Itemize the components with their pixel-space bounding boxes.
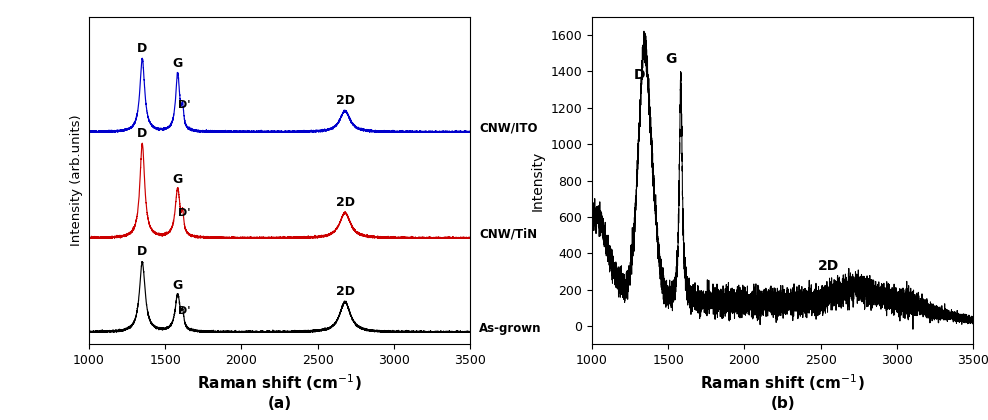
Text: (a): (a) — [268, 396, 291, 411]
X-axis label: Raman shift (cm$^{-1}$): Raman shift (cm$^{-1}$) — [700, 373, 864, 394]
Text: As-grown: As-grown — [479, 322, 541, 334]
Text: 2D: 2D — [336, 196, 355, 209]
X-axis label: Raman shift (cm$^{-1}$): Raman shift (cm$^{-1}$) — [198, 373, 362, 394]
Text: D': D' — [178, 207, 191, 218]
Text: D: D — [137, 127, 147, 140]
Text: CNW/TiN: CNW/TiN — [479, 228, 537, 241]
Text: G: G — [666, 52, 677, 66]
Text: 2D: 2D — [336, 94, 355, 107]
Y-axis label: Intensity: Intensity — [531, 150, 544, 211]
Text: (b): (b) — [771, 396, 795, 411]
Text: 2D: 2D — [818, 260, 839, 273]
Text: G: G — [173, 57, 183, 70]
Text: G: G — [173, 278, 183, 291]
Text: D: D — [137, 42, 147, 55]
Text: CNW/ITO: CNW/ITO — [479, 121, 537, 134]
Text: D: D — [633, 68, 645, 82]
Text: G: G — [173, 173, 183, 186]
Text: D: D — [137, 245, 147, 258]
Text: 2D: 2D — [336, 285, 355, 298]
Y-axis label: Intensity (arb.units): Intensity (arb.units) — [70, 115, 83, 247]
Text: D': D' — [178, 307, 191, 317]
Text: D': D' — [178, 100, 191, 110]
